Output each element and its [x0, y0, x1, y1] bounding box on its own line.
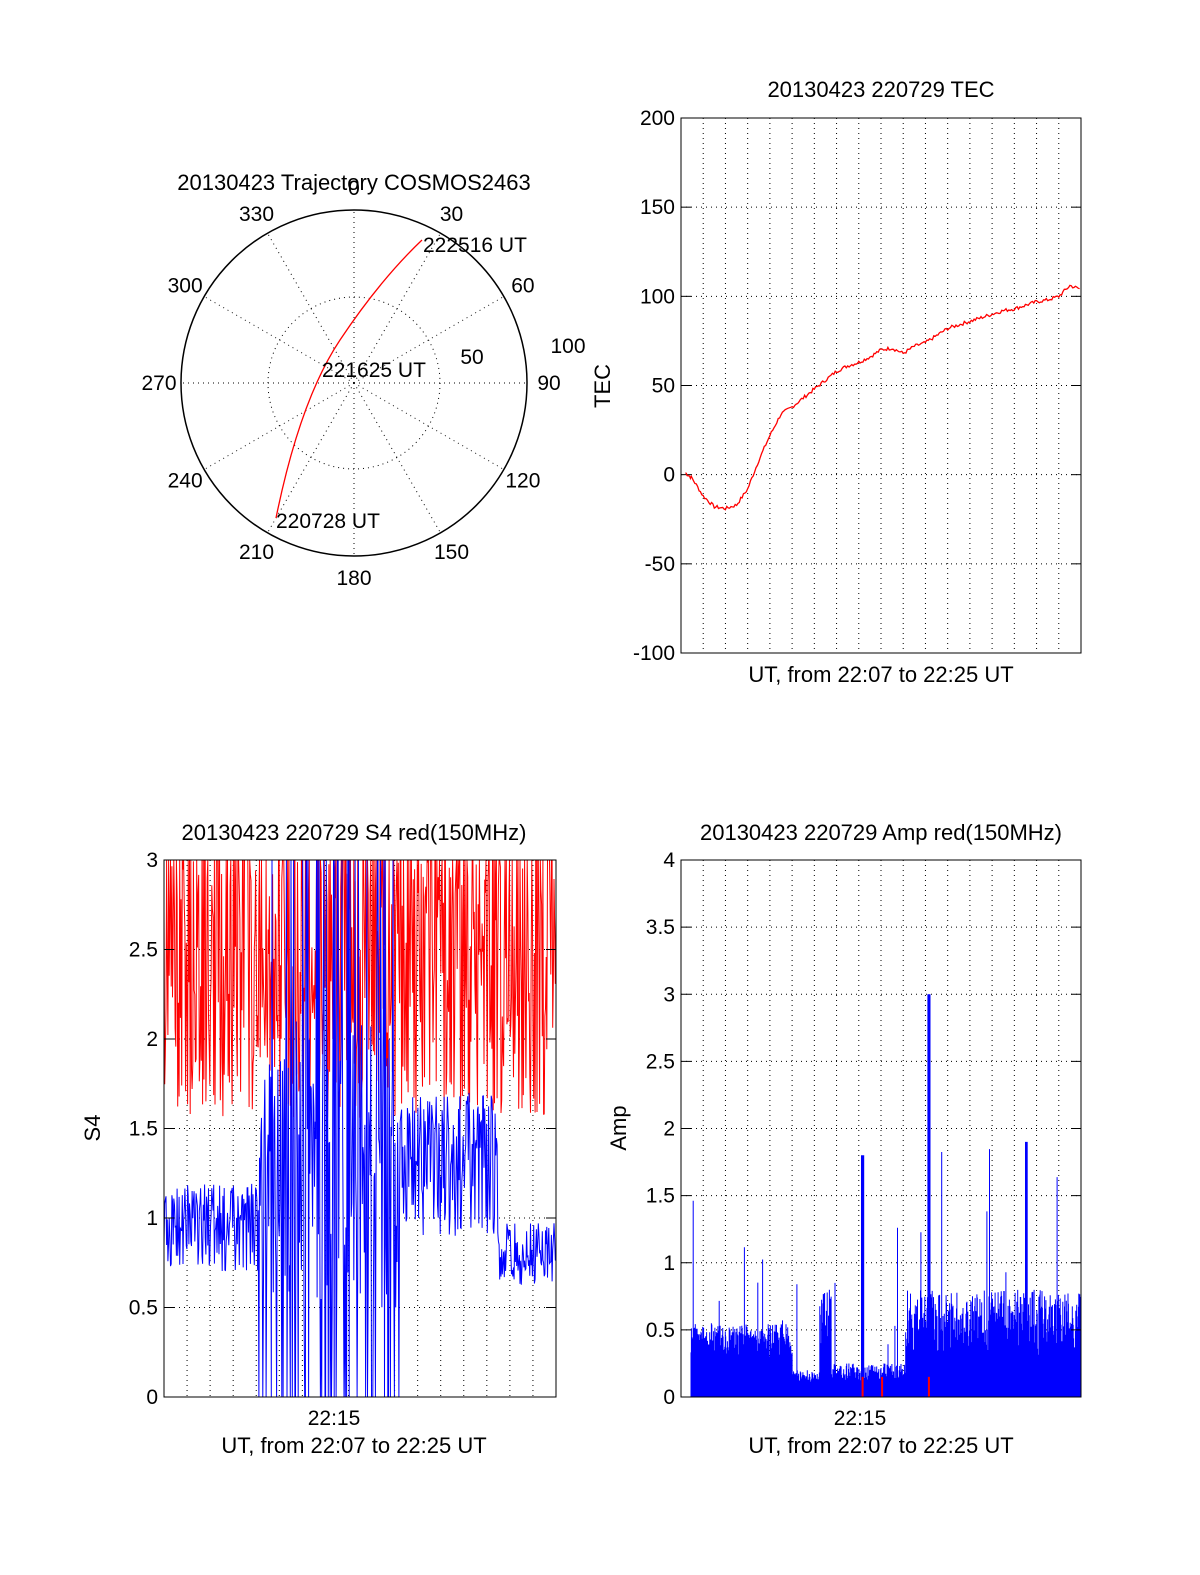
- polar-azimuth-label: 330: [239, 203, 274, 226]
- polar-spoke: [203, 382, 355, 470]
- y-tick-label: 100: [640, 285, 675, 308]
- polar-azimuth-label: 210: [239, 541, 274, 564]
- tec-xlabel: UT, from 22:07 to 22:25 UT: [748, 662, 1013, 687]
- tec-series-line: [685, 284, 1080, 511]
- amp-xlabel: UT, from 22:07 to 22:25 UT: [748, 1433, 1013, 1458]
- y-tick-label: 150: [640, 196, 675, 219]
- s4-y-ticks: 3 2.5 2 1.5 1 0.5 0: [129, 849, 556, 1409]
- s4-xlabel: UT, from 22:07 to 22:25 UT: [221, 1433, 486, 1458]
- polar-azimuth-label: 150: [434, 541, 469, 564]
- s4-red-series: [163, 859, 557, 1118]
- y-tick-label: 200: [640, 107, 675, 130]
- amp-xtick-2215: 22:15: [834, 1407, 887, 1430]
- polar-azimuth-label: 240: [168, 470, 203, 493]
- polar-annotation-mid: 221625 UT: [322, 359, 426, 382]
- polar-trajectory-chart: 20130423 Trajectory COSMOS2463 0 30 60 90 12…: [141, 170, 585, 590]
- tec-y-ticks: 200 150 100 50 0 -50 -100: [633, 107, 1081, 665]
- polar-azimuth-label: 30: [440, 203, 463, 226]
- tec-title: 20130423 220729 TEC: [767, 77, 994, 102]
- polar-annotation-start: 220728 UT: [276, 510, 380, 533]
- s4-chart: 20130423 220729 S4 red(150MHz) 3 2.5 2 1.5 1…: [80, 820, 557, 1458]
- polar-azimuth-label: 0: [348, 177, 360, 200]
- tec-ylabel: TEC: [590, 364, 615, 408]
- y-tick-label: 2.5: [646, 1050, 675, 1073]
- s4-ylabel: S4: [80, 1115, 105, 1142]
- y-tick-label: 3: [663, 983, 675, 1006]
- y-tick-label: 3.5: [646, 916, 675, 939]
- amp-blue-series: [690, 994, 1082, 1397]
- polar-azimuth-labels: 0 30 60 90 120 150 180 210 240 270 300 330: [141, 177, 560, 590]
- amp-chart: 20130423 220729 Amp red(150MHz) 4 3.5 3 2.5…: [606, 820, 1082, 1458]
- amp-grid: [681, 860, 1081, 1397]
- polar-azimuth-label: 180: [336, 567, 371, 590]
- y-tick-label: 0: [146, 1386, 158, 1409]
- polar-annotation-end: 222516 UT: [423, 234, 527, 257]
- y-tick-label: 50: [652, 375, 675, 398]
- y-tick-label: 0: [663, 1386, 675, 1409]
- polar-spokes: [181, 210, 527, 556]
- polar-radial-tick-50: 50: [460, 346, 483, 369]
- y-tick-label: 4: [663, 849, 675, 872]
- y-tick-label: 1.5: [129, 1118, 158, 1141]
- s4-series: [163, 859, 557, 1398]
- y-tick-label: 3: [146, 849, 158, 872]
- tec-chart: 20130423 220729 TEC 200150100500-50-100 …: [590, 77, 1082, 687]
- y-tick-label: 2: [146, 1028, 158, 1051]
- polar-azimuth-label: 60: [511, 275, 534, 298]
- s4-blue-series: [163, 859, 557, 1398]
- polar-outer-circle: [180, 209, 528, 557]
- tec-grid: [681, 118, 1081, 653]
- s4-xtick-2215: 22:15: [308, 1407, 361, 1430]
- y-tick-label: 2.5: [129, 939, 158, 962]
- amp-title: 20130423 220729 Amp red(150MHz): [700, 820, 1062, 845]
- polar-azimuth-label: 90: [537, 372, 560, 395]
- y-tick-label: -100: [633, 642, 675, 665]
- amp-y-ticks: 4 3.5 3 2.5 2 1.5 1 0.5 0: [646, 849, 1081, 1409]
- polar-azimuth-label: 270: [141, 372, 176, 395]
- polar-trajectory-line: [275, 239, 423, 519]
- y-tick-label: 1.5: [646, 1185, 675, 1208]
- amp-series: [690, 994, 1082, 1397]
- y-tick-label: 0.5: [646, 1319, 675, 1342]
- y-tick-label: 1: [146, 1207, 158, 1230]
- polar-azimuth-label: 300: [168, 275, 203, 298]
- y-tick-label: 0: [663, 464, 675, 487]
- polar-azimuth-label: 120: [505, 470, 540, 493]
- polar-radial-tick-100: 100: [550, 335, 585, 358]
- y-tick-label: 0.5: [129, 1297, 158, 1320]
- y-tick-label: -50: [645, 553, 675, 576]
- y-tick-label: 1: [663, 1252, 675, 1275]
- s4-title: 20130423 220729 S4 red(150MHz): [182, 820, 527, 845]
- polar-title: 20130423 Trajectory COSMOS2463: [177, 170, 530, 195]
- y-tick-label: 2: [663, 1118, 675, 1141]
- amp-ylabel: Amp: [606, 1105, 631, 1150]
